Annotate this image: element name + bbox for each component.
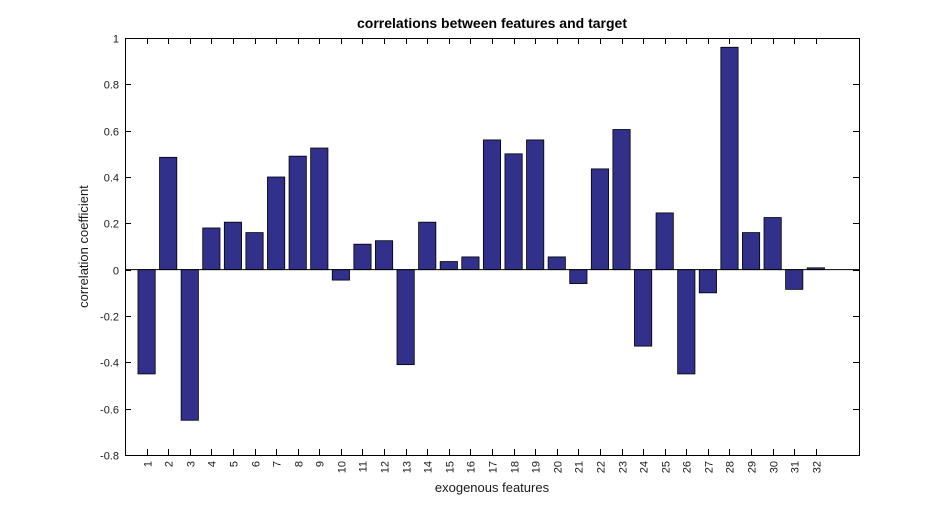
- x-tick-label: 14: [423, 461, 435, 473]
- bar-14: [418, 221, 437, 271]
- x-tick-label: 19: [531, 461, 543, 473]
- x-tick-label: 4: [207, 461, 219, 467]
- bars-group: [137, 46, 825, 421]
- x-tick-label: 1: [143, 461, 155, 467]
- x-tick-label: 11: [358, 461, 370, 472]
- y-tick-label: -0.6: [100, 405, 119, 417]
- x-axis-ticks: 1 2 3 4 5 6 7 8 9 10 11 12 13 14 15 16 17 18 19 20 21 22 23 24 2…: [143, 38, 824, 473]
- x-tick-label: 12: [380, 461, 392, 473]
- x-tick-label: 21: [574, 461, 586, 473]
- x-tick-label: 17: [488, 461, 500, 473]
- x-tick-label: 7: [272, 461, 284, 467]
- bar-4: [202, 227, 221, 271]
- bar-19: [526, 139, 545, 271]
- bar-21: [569, 269, 588, 284]
- bar-11: [353, 243, 372, 271]
- x-tick-label: 28: [725, 461, 737, 473]
- bar-24: [634, 269, 653, 347]
- x-tick-label: 20: [553, 461, 565, 473]
- y-tick-label: 1: [113, 34, 119, 46]
- bar-30: [763, 217, 782, 271]
- bar-1: [137, 269, 156, 375]
- x-tick-label: 30: [769, 461, 781, 473]
- y-tick-label: -0.8: [100, 451, 119, 463]
- bar-22: [590, 168, 609, 271]
- bar-23: [612, 129, 631, 271]
- x-tick-label: 27: [704, 461, 716, 473]
- y-axis-label: correlation coefficient: [76, 185, 91, 308]
- x-tick-label: 13: [402, 461, 414, 473]
- y-tick-label: 0.4: [104, 173, 119, 185]
- x-tick-label: 10: [337, 461, 349, 473]
- x-tick-label: 15: [445, 461, 457, 473]
- x-tick-label: 25: [661, 461, 673, 473]
- bar-7: [267, 176, 286, 271]
- x-tick-label: 9: [315, 461, 327, 467]
- bar-20: [547, 256, 566, 271]
- y-tick-label: -0.2: [100, 312, 119, 324]
- x-tick-label: 16: [466, 461, 478, 473]
- bar-2: [159, 156, 178, 271]
- bar-3: [180, 269, 199, 421]
- x-tick-label: 8: [294, 461, 306, 467]
- bar-31: [785, 269, 804, 290]
- y-tick-label: 0.8: [104, 80, 119, 92]
- bar-6: [245, 232, 264, 271]
- y-tick-label: 0.2: [104, 219, 119, 231]
- bar-18: [504, 153, 523, 271]
- x-tick-label: 5: [229, 461, 241, 467]
- bar-12: [375, 240, 394, 271]
- x-tick-label: 6: [251, 461, 263, 467]
- x-axis-label: exogenous features: [435, 480, 550, 495]
- bar-13: [396, 269, 415, 366]
- y-tick-label: -0.4: [100, 358, 119, 370]
- x-tick-label: 23: [618, 461, 630, 473]
- bar-25: [655, 212, 674, 271]
- x-tick-label: 32: [812, 461, 824, 473]
- x-tick-label: 26: [682, 461, 694, 473]
- bar-15: [439, 261, 458, 271]
- x-tick-label: 22: [596, 461, 608, 473]
- bar-16: [461, 256, 480, 271]
- bar-17: [482, 139, 502, 271]
- bar-27: [698, 269, 717, 294]
- x-tick-label: 31: [790, 461, 802, 473]
- y-axis-ticks: -0.8 -0.6 -0.4 -0.2 0 0.2 0.4 0.6 0.8 1: [100, 34, 859, 463]
- x-tick-label: 2: [164, 461, 176, 467]
- bar-29: [742, 232, 761, 271]
- bar-10: [331, 269, 350, 281]
- bar-5: [223, 221, 242, 271]
- bar-28: [720, 46, 739, 271]
- y-tick-label: 0: [113, 266, 119, 278]
- y-tick-label: 0.6: [104, 127, 119, 139]
- x-tick-label: 24: [639, 461, 651, 473]
- x-tick-label: 29: [747, 461, 759, 473]
- x-tick-label: 3: [186, 461, 198, 467]
- bar-9: [310, 147, 329, 271]
- bar-8: [288, 155, 307, 271]
- x-tick-label: 18: [510, 461, 522, 473]
- chart-title: correlations between features and target: [357, 15, 627, 31]
- bar-26: [677, 269, 696, 375]
